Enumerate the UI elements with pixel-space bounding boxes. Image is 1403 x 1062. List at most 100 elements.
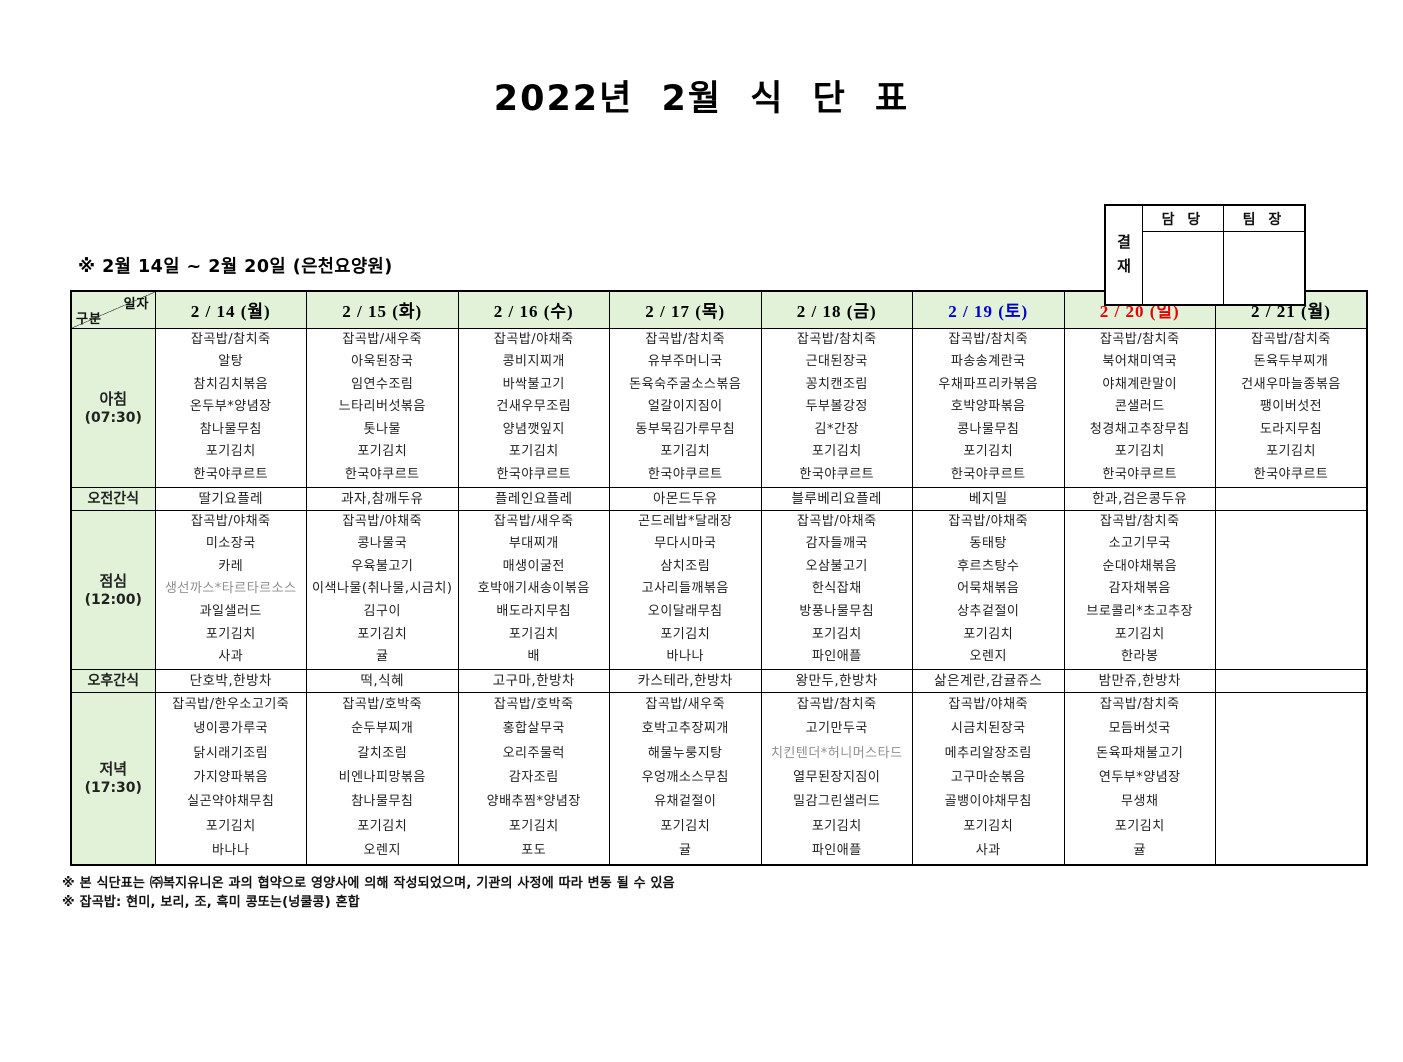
- menu-item: 파송송계란국: [950, 354, 1026, 370]
- row-label-time: (17:30): [84, 780, 142, 797]
- menu-item: 잡곡밥/호박죽: [493, 696, 574, 712]
- note-grain: ※ 잡곡밥: 현미, 보리, 조, 흑미 콩또는(넝쿨콩) 혼합: [62, 894, 360, 910]
- approval-col-staff: 담 당: [1143, 206, 1224, 231]
- menu-item: 갈치조림: [357, 745, 408, 761]
- menu-item: 오리주물럭: [502, 745, 565, 761]
- menu-item: 한라봉: [1121, 649, 1159, 665]
- menu-item: 동부묵김가루무침: [635, 421, 736, 437]
- menu-item: 오삼불고기: [805, 558, 868, 574]
- menu-item: 잡곡밥/한우소고기죽: [172, 696, 290, 712]
- menu-cell: 잡곡밥/참치죽 근대된장국 꽁치캔조림 두부볼강정 김*간장 포기김치 한국야쿠르트: [760, 327, 913, 488]
- menu-item: 한국야쿠르트: [1253, 467, 1329, 483]
- menu-item: 떡,식혜: [360, 672, 405, 689]
- corner-label-category: 구분: [76, 311, 102, 327]
- menu-item: 포기김치: [1114, 444, 1165, 460]
- menu-item: 잡곡밥/참치죽: [645, 331, 726, 347]
- menu-item: 포기김치: [508, 444, 559, 460]
- menu-cell: 잡곡밥/한우소고기죽 냉이콩가루국 닭시래기조림 가지양파볶음 실곤약야채무침 포기김치 바…: [154, 691, 307, 866]
- menu-item: 잡곡밥/야채죽: [948, 696, 1029, 712]
- menu-table: 일자 구분 2 / 14 (월) 2 / 15 (화) 2 / 16 (수) 2 / …: [70, 290, 1368, 866]
- row-label-time: (07:30): [84, 409, 142, 426]
- menu-cell: [1215, 668, 1368, 693]
- menu-cell: 밤만쥬,한방차: [1063, 668, 1216, 693]
- menu-cell: 고구마,한방차: [457, 668, 610, 693]
- menu-item: 톳나물: [363, 421, 401, 437]
- menu-item: 포기김치: [205, 444, 256, 460]
- footer-notes: ※ 본 식단표는 ㈜복지유니온 과의 협약으로 영양사에 의해 작성되었으며, …: [62, 874, 1403, 912]
- approval-sign-cell: [1224, 232, 1304, 304]
- menu-item: 돈육두부찌개: [1253, 354, 1329, 370]
- menu-item: 포기김치: [811, 626, 862, 642]
- menu-cell: 아몬드두유: [609, 486, 762, 511]
- menu-item: 베지밀: [968, 490, 1008, 507]
- approval-header-row: 담 당 팀 장: [1143, 206, 1304, 232]
- menu-item: 귤: [1133, 843, 1146, 859]
- menu-item: 참치김치볶음: [193, 376, 269, 392]
- menu-cell: 잡곡밥/야채죽 미소장국 카레 생선까스*타르타르소스 과일샐러드 포기김치 사과: [154, 509, 307, 670]
- menu-item: 김구이: [363, 604, 401, 620]
- menu-item: 잡곡밥/참치죽: [1099, 696, 1180, 712]
- menu-cell: 잡곡밥/새우죽 아욱된장국 임연수조림 느타리버섯볶음 톳나물 포기김치 한국야쿠르트: [306, 327, 459, 488]
- menu-item: 포기김치: [205, 818, 256, 834]
- menu-item: 냉이콩가루국: [193, 721, 269, 737]
- row-label: 오후간식: [70, 668, 156, 693]
- menu-item: 한과,검은콩두유: [1092, 490, 1188, 507]
- menu-cell: 잡곡밥/야채죽 콩나물국 우육불고기 이색나물(취나물,시금치) 김구이 포기김치 귤: [306, 509, 459, 670]
- menu-item: 우육불고기: [351, 558, 414, 574]
- menu-item: 홍합살무국: [502, 721, 565, 737]
- menu-item: 메추리알장조림: [944, 745, 1032, 761]
- menu-item: 과일샐러드: [199, 604, 262, 620]
- menu-item: 비엔나피망볶음: [338, 770, 426, 786]
- menu-item: 감자채볶음: [1108, 581, 1171, 597]
- menu-cell: 잡곡밥/새우죽 부대찌개 매생이굴전 호박애기새송이볶음 배도라지무침 포기김치 배: [457, 509, 610, 670]
- menu-item: 북어채미역국: [1102, 354, 1178, 370]
- menu-item: 온두부*양념장: [189, 399, 272, 415]
- date-header-row: 일자 구분 2 / 14 (월) 2 / 15 (화) 2 / 16 (수) 2 / …: [70, 290, 1368, 329]
- menu-row-snack: 오후간식 단호박,한방차 떡,식혜 고구마,한방차 카스테라,한방차 왕만두,한방차 삶은계…: [70, 668, 1368, 693]
- menu-item: 배: [527, 649, 540, 665]
- menu-item: 도라지무침: [1259, 421, 1323, 437]
- menu-item: 한국야쿠르트: [647, 467, 723, 483]
- menu-item: 포기김치: [357, 818, 408, 834]
- menu-item: 골뱅이야채무침: [944, 794, 1032, 810]
- menu-cell: 잡곡밥/참치죽 고기만두국 치킨텐더*허니머스타드 열무된장지짐이 밀감그린샐러드 포기김…: [760, 691, 913, 866]
- date-header: 2 / 16 (수): [457, 290, 610, 329]
- menu-item: 블루베리요플레: [791, 490, 882, 507]
- menu-cell: [1215, 691, 1368, 866]
- menu-item: 동태탕: [969, 536, 1007, 552]
- menu-item: 바나나: [212, 843, 250, 859]
- menu-item: 잡곡밥/새우죽: [645, 696, 726, 712]
- menu-cell: 베지밀: [912, 486, 1065, 511]
- menu-cell: 잡곡밥/새우죽 호박고추장찌개 해물누룽지탕 우엉깨소스무침 유채겉절이 포기김치 귤: [609, 691, 762, 866]
- menu-item: 꽁치캔조림: [805, 376, 868, 392]
- menu-item: 포기김치: [205, 626, 256, 642]
- menu-item: 돈육파채불고기: [1096, 745, 1184, 761]
- menu-item: 무다시마국: [654, 536, 717, 552]
- row-label: 점심 (12:00): [70, 509, 156, 670]
- period-subtitle: ※ 2월 14일 ~ 2월 20일 (은천요양원): [78, 257, 393, 277]
- menu-item: 콩나물무침: [957, 421, 1020, 437]
- menu-cell: 딸기요플레: [154, 486, 307, 511]
- menu-item: 잡곡밥/호박죽: [342, 696, 423, 712]
- menu-item: 포기김치: [1266, 444, 1316, 460]
- menu-cell: 잡곡밥/참치죽 북어채미역국 야채계란말이 콘샐러드 청경채고추장무침 포기김치 한국야쿠르…: [1063, 327, 1216, 488]
- menu-item: 잡곡밥/참치죽: [796, 696, 877, 712]
- menu-item: 감자들깨국: [805, 536, 868, 552]
- menu-cell: 잡곡밥/야채죽 동태탕 후르츠탕수 어묵채볶음 상추겉절이 포기김치 오렌지: [912, 509, 1065, 670]
- menu-item: 팽이버섯전: [1259, 399, 1323, 415]
- menu-item: 한국야쿠르트: [950, 467, 1026, 483]
- menu-item: 유채겉절이: [654, 794, 717, 810]
- menu-item: 카레: [218, 558, 244, 574]
- menu-cell: 떡,식혜: [306, 668, 459, 693]
- menu-item: 귤: [679, 843, 692, 859]
- menu-item: 한국야쿠르트: [799, 467, 875, 483]
- menu-row-meal: 점심 (12:00) 잡곡밥/야채죽 미소장국 카레 생선까스*타르타르소스 과일샐러드 포기…: [70, 509, 1368, 670]
- menu-cell: 플레인요플레: [457, 486, 610, 511]
- menu-item: 포기김치: [963, 626, 1014, 642]
- menu-item: 양배추찜*양념장: [486, 794, 581, 810]
- menu-item: 돈육숙주굴소스볶음: [629, 376, 742, 392]
- menu-cell: 잡곡밥/참치죽 알탕 참치김치볶음 온두부*양념장 참나물무침 포기김치 한국야쿠르트: [154, 327, 307, 488]
- menu-item: 고구마순볶음: [950, 770, 1026, 786]
- menu-item: 잡곡밥/참치죽: [1099, 331, 1180, 347]
- corner-cell: 일자 구분: [70, 290, 156, 329]
